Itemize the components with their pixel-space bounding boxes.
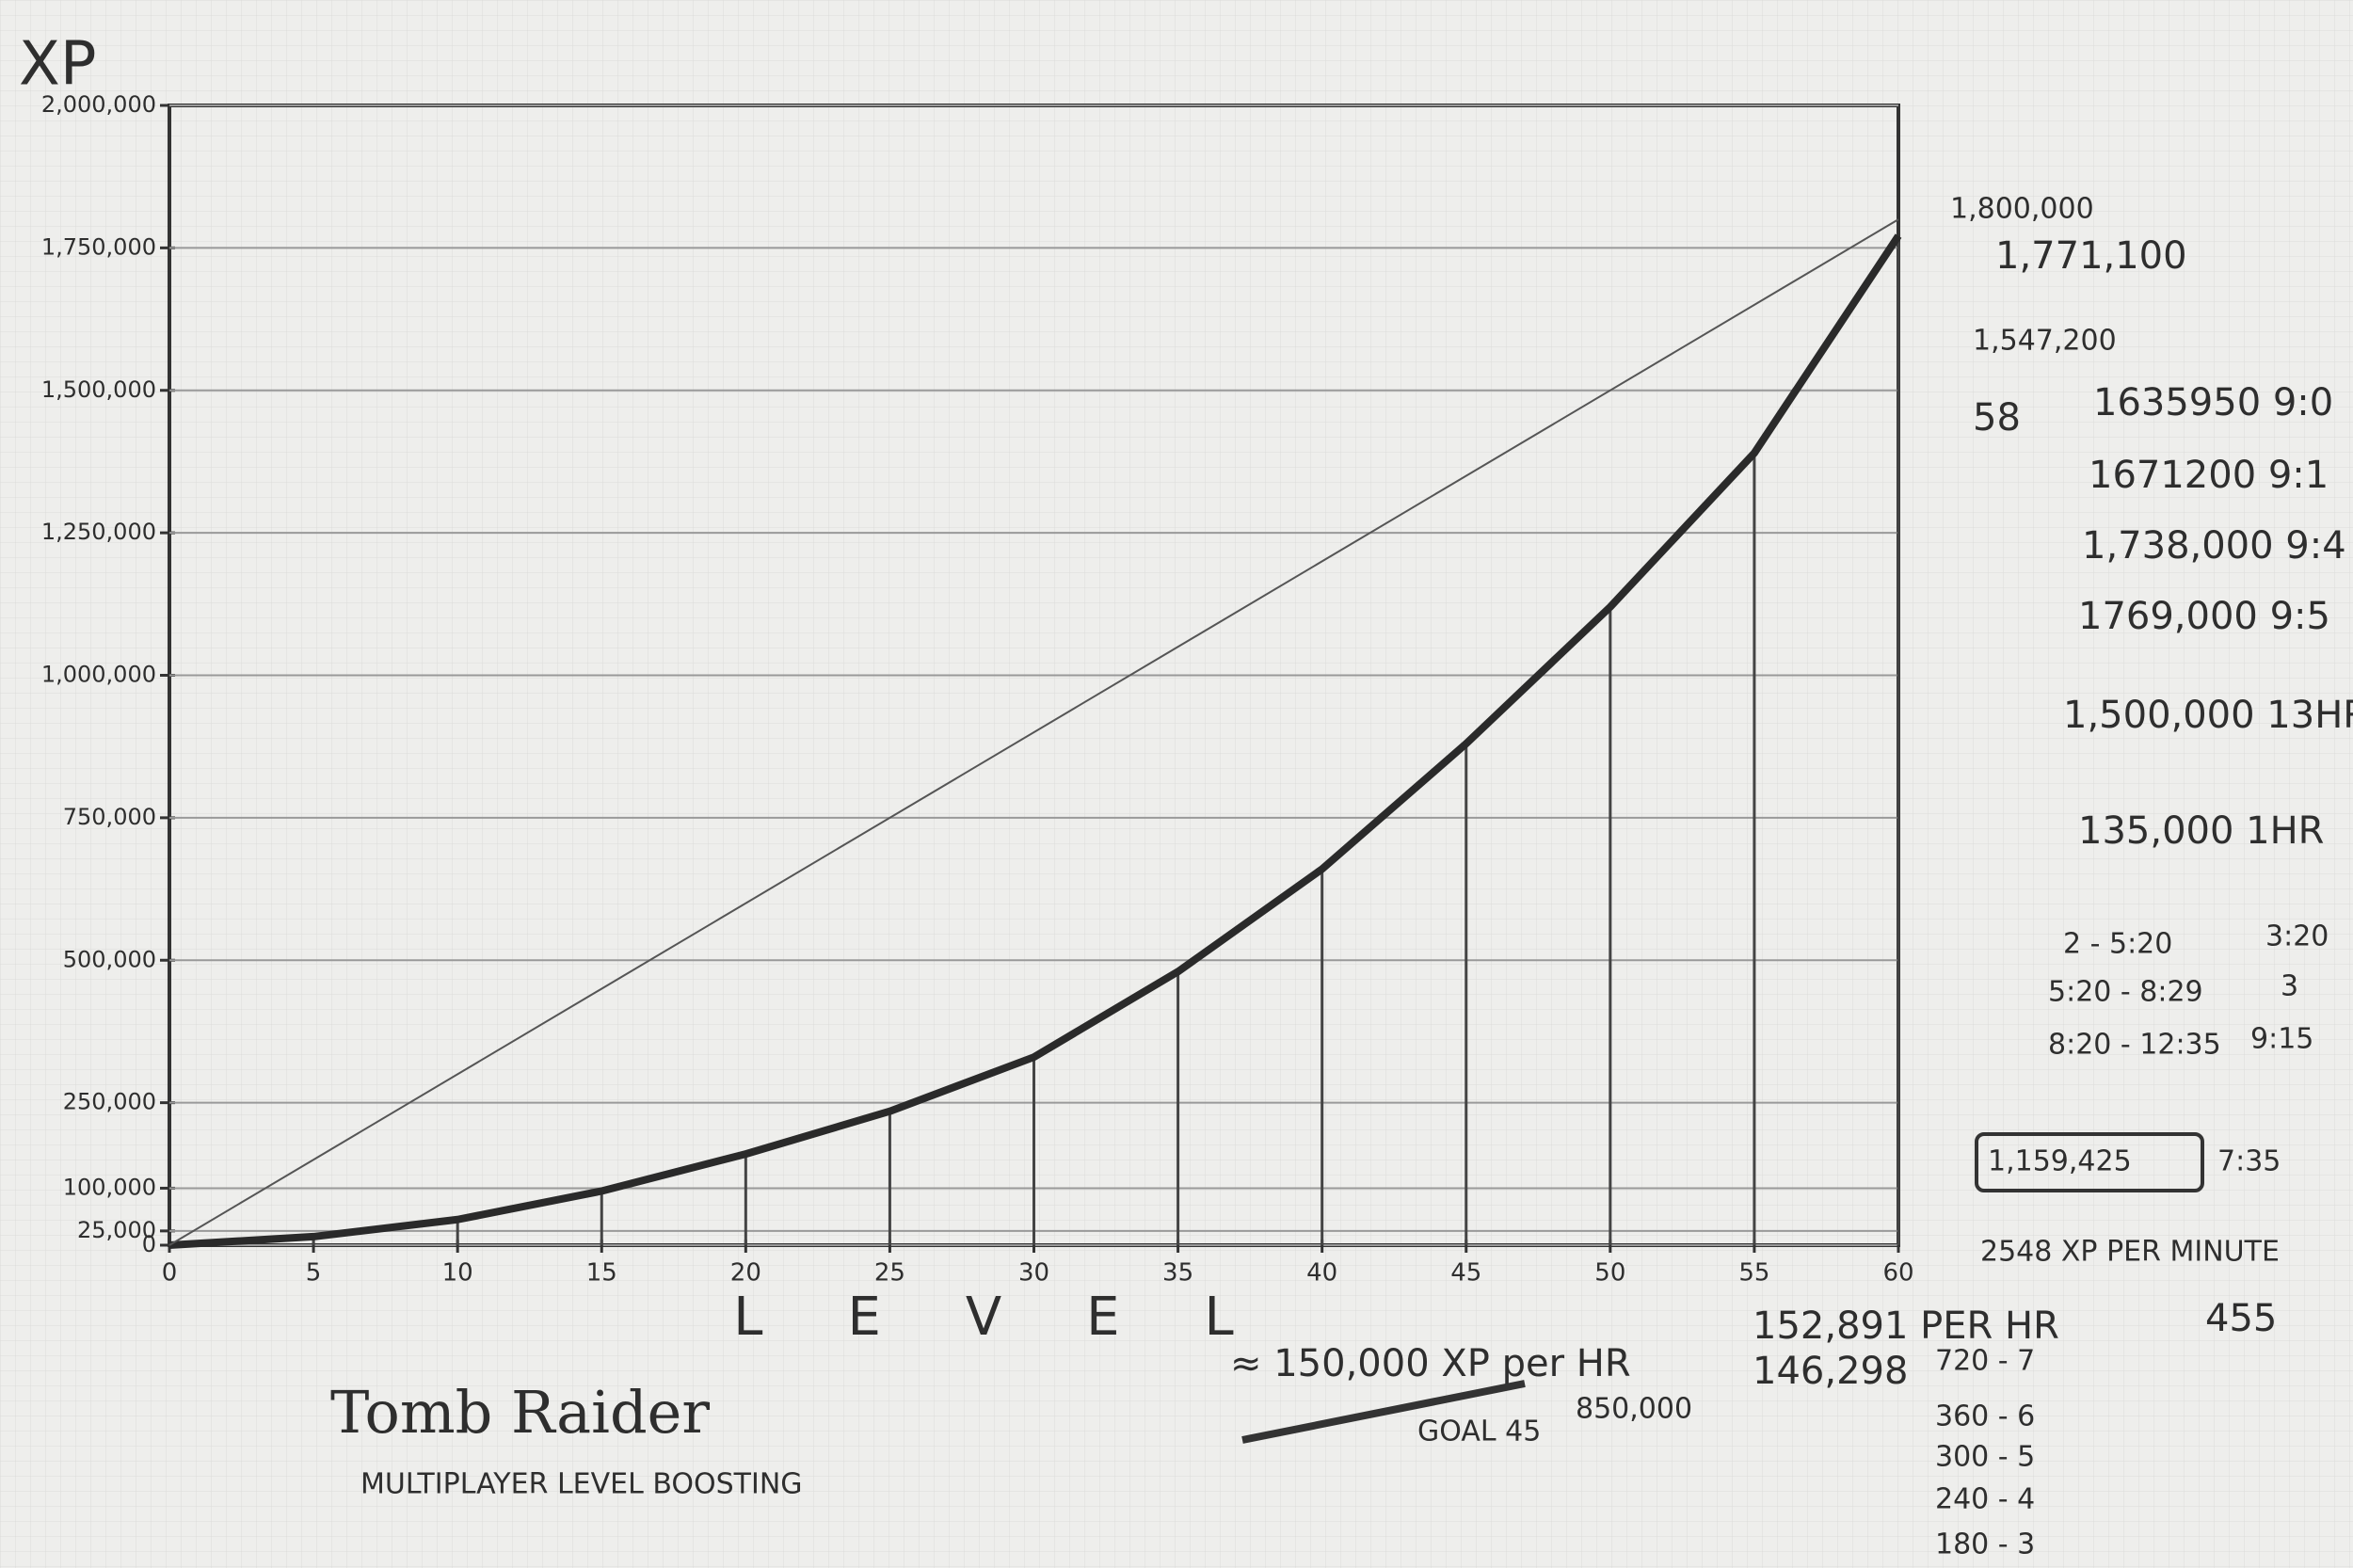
- y-tick-label: 1,500,000: [41, 376, 156, 403]
- annotation: 1,547,200: [1973, 325, 2117, 358]
- y-axis-label: XP: [19, 30, 96, 100]
- annotation: 152,891 PER HR: [1753, 1304, 2059, 1348]
- annotation: 9:15: [2250, 1023, 2313, 1056]
- note-box: [1975, 1132, 2204, 1192]
- annotation: 3: [2281, 970, 2298, 1003]
- annotation: GOAL 45: [1417, 1416, 1541, 1448]
- x-axis-label: LEVEL: [733, 1287, 1318, 1348]
- y-tick-label: 1,000,000: [41, 662, 156, 688]
- annotation: 7:35: [2217, 1145, 2281, 1178]
- annotation: 58: [1973, 396, 2021, 440]
- x-tick-label: 15: [586, 1259, 617, 1288]
- underline: [1241, 1380, 1526, 1444]
- x-tick-label: 35: [1162, 1259, 1193, 1288]
- annotation: 146,298: [1753, 1350, 1908, 1393]
- annotation: 1,500,000 13HR: [2063, 694, 2353, 737]
- y-tick-label: 2,000,000: [41, 91, 156, 118]
- annotation: 1,159,425: [1988, 1145, 2132, 1178]
- annotation: 720 - 7: [1935, 1345, 2035, 1378]
- annotation: 455: [2205, 1297, 2277, 1340]
- y-tick-label: 1,750,000: [41, 233, 156, 260]
- annotation: 180 - 3: [1935, 1528, 2035, 1561]
- annotation: 5:20 - 8:29: [2048, 976, 2203, 1009]
- x-tick-label: 50: [1594, 1259, 1625, 1288]
- y-tick-label: 0: [142, 1231, 156, 1257]
- annotation: 1769,000 9:5: [2078, 595, 2330, 638]
- x-tick-label: 10: [442, 1259, 473, 1288]
- annotation: 3:20: [2265, 920, 2329, 953]
- x-tick-label: 55: [1738, 1259, 1769, 1288]
- annotation: 1,800,000: [1950, 193, 2094, 226]
- annotation: 2 - 5:20: [2063, 928, 2172, 961]
- annotation: 360 - 6: [1935, 1400, 2035, 1433]
- annotation: 240 - 4: [1935, 1483, 2035, 1516]
- x-tick-label: 20: [730, 1259, 761, 1288]
- x-tick-label: 45: [1450, 1259, 1481, 1288]
- y-tick-label: 1,250,000: [41, 519, 156, 545]
- xp-curve: [168, 233, 1902, 1249]
- annotation: 1,771,100: [1995, 234, 2187, 278]
- annotation: 1635950 9:0: [2093, 381, 2333, 424]
- x-tick-label: 30: [1018, 1259, 1049, 1288]
- annotation: 300 - 5: [1935, 1441, 2035, 1474]
- chart-title: Tomb Raider: [330, 1378, 710, 1447]
- annotation: 135,000 1HR: [2078, 809, 2324, 853]
- straight-line: [168, 218, 1899, 1246]
- annotation: 1671200 9:1: [2089, 454, 2329, 497]
- annotation: 8:20 - 12:35: [2048, 1029, 2221, 1062]
- x-tick-label: 5: [306, 1259, 322, 1288]
- y-tick-label: 500,000: [63, 946, 156, 972]
- y-tick-label: 100,000: [63, 1174, 156, 1200]
- annotation: 1,738,000 9:4: [2082, 524, 2346, 568]
- x-tick-label: 0: [162, 1259, 178, 1288]
- y-tick-label: 750,000: [63, 804, 156, 830]
- annotation: 2548 XP PER MINUTE: [1980, 1236, 2280, 1269]
- y-tick-label: 25,000: [77, 1217, 156, 1243]
- y-tick-label: 250,000: [63, 1089, 156, 1115]
- x-tick-label: 40: [1306, 1259, 1337, 1288]
- annotation: ≈ 150,000 XP per HR: [1230, 1342, 1631, 1385]
- annotations: 1,800,000 1,771,100 1,547,200 58 1635950…: [1230, 193, 2353, 1561]
- x-tick-label: 25: [874, 1259, 905, 1288]
- chart-subtitle: MULTIPLAYER LEVEL BOOSTING: [360, 1468, 803, 1501]
- annotation: 850,000: [1576, 1393, 1692, 1426]
- x-tick-label: 60: [1882, 1259, 1913, 1288]
